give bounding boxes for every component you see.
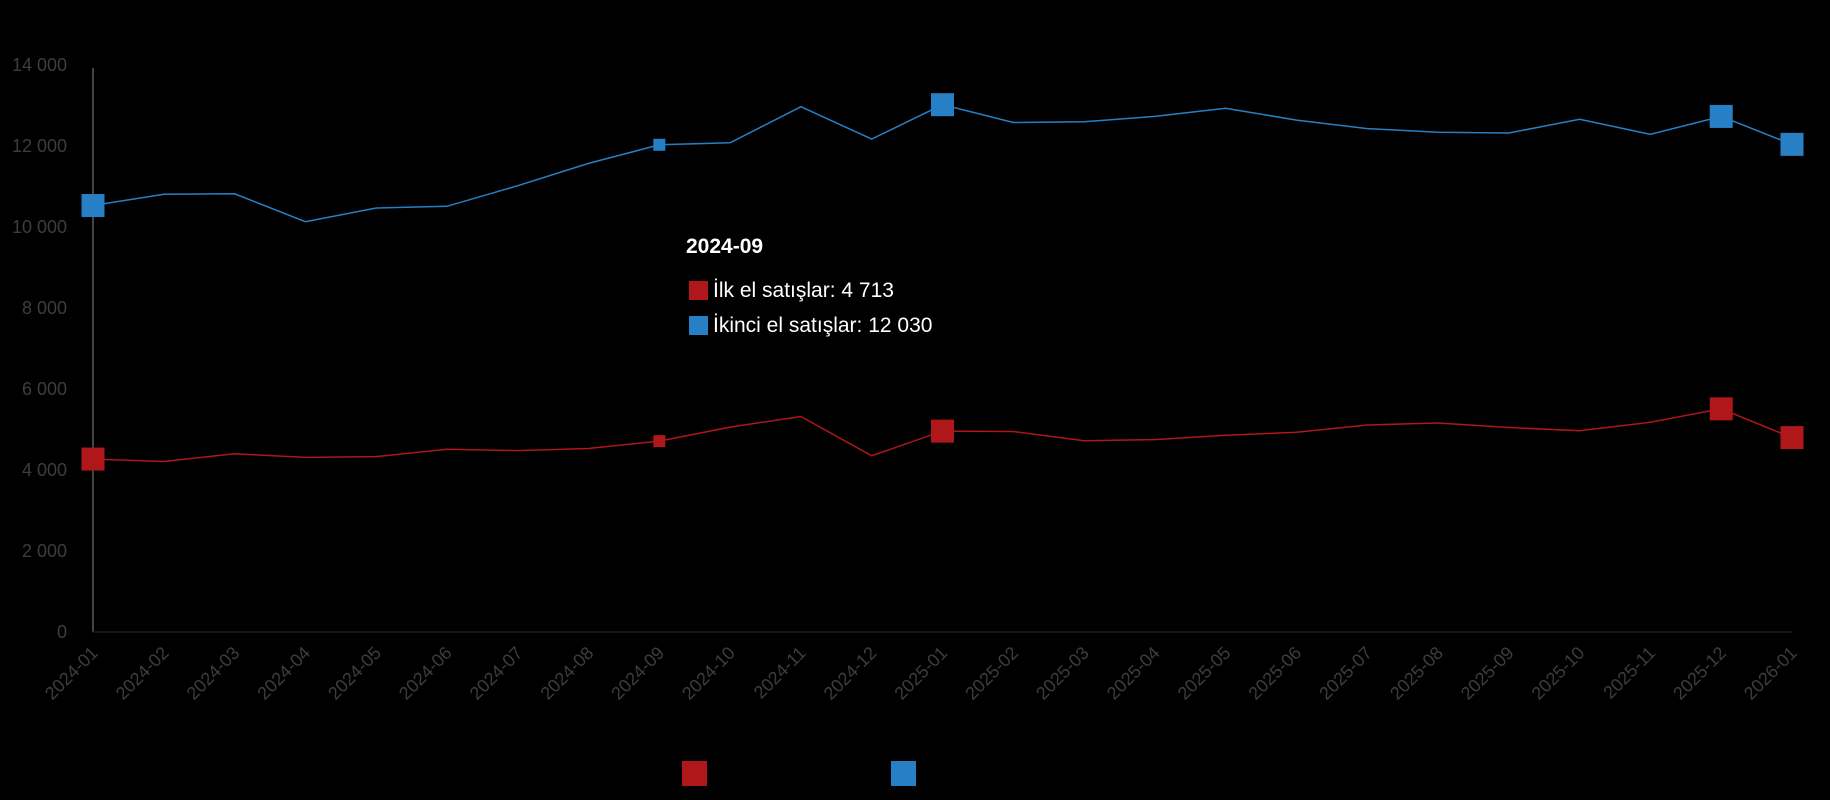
x-tick-label: 2024-06 bbox=[395, 643, 456, 704]
y-tick-label: 4 000 bbox=[22, 460, 67, 480]
x-tick-label: 2025-08 bbox=[1386, 643, 1447, 704]
x-tick-label: 2024-11 bbox=[750, 643, 810, 703]
x-tick-label: 2025-11 bbox=[1599, 643, 1659, 703]
series-marker-0[interactable] bbox=[1709, 397, 1733, 421]
x-tick-label: 2024-10 bbox=[678, 643, 739, 704]
y-tick-label: 10 000 bbox=[12, 217, 67, 237]
x-tick-label: 2025-09 bbox=[1457, 643, 1518, 704]
series-marker-1[interactable] bbox=[653, 138, 666, 151]
y-axis: 0 2 000 4 000 6 000 8 000 10 000 12 000 14 000 bbox=[12, 55, 94, 642]
tooltip: 2024-09 İlk el satışlar4 713 İkinci el s… bbox=[676, 235, 932, 343]
legend-label-first-hand: İlk el satışlar bbox=[707, 773, 713, 774]
legend-item-second-hand[interactable]: İkinci el satışlar bbox=[890, 761, 923, 786]
x-tick-label: 2025-06 bbox=[1244, 643, 1305, 704]
x-axis: 2024-01 2024-02 2024-03 2024-04 2024-05 2024-… bbox=[41, 631, 1801, 704]
series-marker-1[interactable] bbox=[1780, 132, 1804, 156]
series-marker-1[interactable] bbox=[931, 93, 954, 117]
x-tick-label: 2025-10 bbox=[1528, 643, 1589, 704]
series-layer bbox=[81, 93, 1804, 471]
tooltip-label-first-hand: İlk el satışlar bbox=[713, 278, 830, 302]
tooltip-title: 2024-09 bbox=[686, 235, 764, 258]
x-tick-label: 2024-08 bbox=[537, 643, 598, 704]
series-marker-1[interactable] bbox=[81, 194, 105, 218]
x-tick-label: 2025-03 bbox=[1032, 643, 1093, 704]
x-tick-label: 2024-07 bbox=[466, 643, 527, 704]
tooltip-row-first-hand: İlk el satışlar4 713 bbox=[676, 273, 932, 308]
x-tick-label: 2026-01 bbox=[1740, 643, 1801, 704]
y-tick-label: 14 000 bbox=[12, 55, 67, 75]
series-marker-0[interactable] bbox=[81, 447, 105, 471]
series-marker-0[interactable] bbox=[1780, 426, 1804, 450]
legend-swatch-second-hand[interactable] bbox=[890, 761, 916, 786]
x-tick-label: 2025-12 bbox=[1669, 643, 1730, 704]
legend-item-first-hand[interactable]: İlk el satışlar bbox=[682, 761, 713, 786]
tooltip-swatch-second-hand bbox=[689, 316, 708, 335]
tooltip-swatch-first-hand bbox=[689, 281, 708, 300]
y-tick-label: 0 bbox=[57, 622, 67, 642]
x-tick-label: 2025-07 bbox=[1315, 643, 1376, 704]
tooltip-label-second-hand: İkinci el satışlar bbox=[713, 313, 857, 337]
x-tick-label: 2024-12 bbox=[820, 643, 881, 704]
x-tick-label: 2024-03 bbox=[183, 643, 244, 704]
x-tick-label: 2024-01 bbox=[41, 643, 102, 704]
tooltip-value-second-hand: 12 030 bbox=[857, 314, 932, 338]
x-tick-label: 2025-01 bbox=[890, 643, 951, 704]
tooltip-row-second-hand: İkinci el satışlar12 030 bbox=[676, 308, 932, 343]
x-tick-label: 2025-02 bbox=[961, 643, 1022, 704]
series-line-1 bbox=[92, 103, 1793, 223]
y-tick-label: 2 000 bbox=[22, 541, 67, 561]
legend-swatch-first-hand[interactable] bbox=[682, 761, 707, 786]
y-tick-label: 6 000 bbox=[22, 379, 67, 399]
x-tick-label: 2025-04 bbox=[1103, 643, 1164, 704]
tooltip-value-first-hand: 4 713 bbox=[830, 279, 894, 303]
legend-label-second-hand: İkinci el satışlar bbox=[915, 773, 923, 774]
y-tick-label: 8 000 bbox=[22, 298, 67, 318]
series-marker-1[interactable] bbox=[1709, 104, 1733, 128]
x-tick-label: 2025-05 bbox=[1174, 643, 1235, 704]
x-tick-label: 2024-04 bbox=[253, 643, 314, 704]
series-marker-0[interactable] bbox=[931, 419, 954, 443]
x-tick-label: 2024-05 bbox=[324, 643, 385, 704]
y-tick-label: 12 000 bbox=[12, 136, 67, 156]
legend: İlk el satışlar İkinci el satışlar bbox=[682, 761, 1100, 786]
x-tick-label: 2024-09 bbox=[607, 643, 668, 704]
x-tick-label: 2024-02 bbox=[112, 643, 173, 704]
series-marker-0[interactable] bbox=[653, 435, 666, 448]
